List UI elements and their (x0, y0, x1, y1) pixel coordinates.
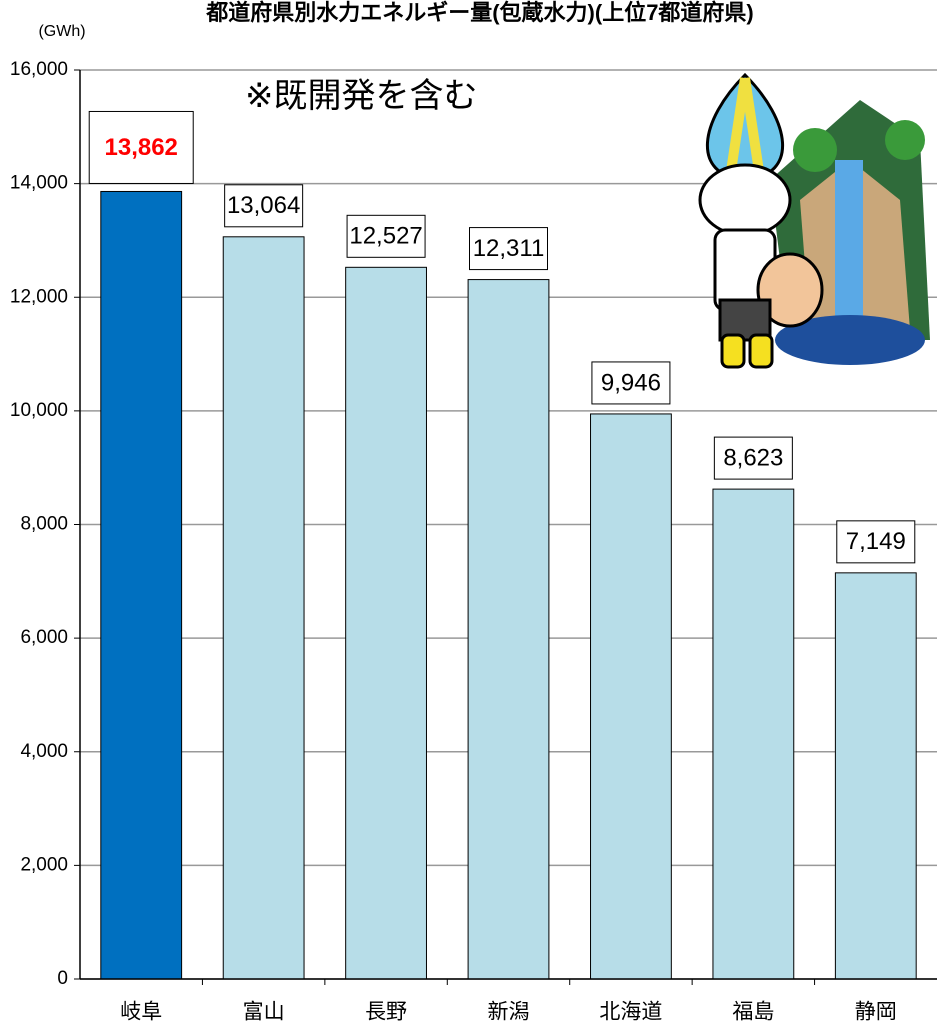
value-label: 12,527 (349, 223, 422, 250)
value-label-box (469, 227, 548, 271)
value-label: 7,149 (846, 528, 906, 555)
x-tick-label: 富山 (243, 1001, 285, 1024)
value-label: 12,311 (473, 235, 545, 262)
value-label-box (224, 184, 304, 228)
value-label-box (836, 520, 916, 564)
x-tick-label: 北海道 (599, 1001, 662, 1024)
value-label-box (346, 214, 426, 258)
y-tick-label: 2,000 (20, 854, 68, 875)
bar (345, 266, 427, 980)
bar (467, 279, 550, 980)
y-tick-label: 10,000 (10, 400, 68, 421)
value-label-box (591, 361, 671, 405)
y-tick-label: 4,000 (20, 741, 68, 762)
value-label-box (88, 110, 194, 184)
bar (590, 413, 672, 980)
value-label: 9,946 (601, 369, 661, 396)
value-label: 13,862 (105, 134, 178, 161)
bar (712, 488, 795, 980)
bar (834, 572, 917, 980)
y-tick-label: 0 (57, 968, 68, 989)
x-tick-label: 岐阜 (120, 1001, 162, 1024)
value-label: 8,623 (723, 444, 783, 471)
x-tick-label: 静岡 (855, 1001, 897, 1024)
bar (100, 190, 183, 980)
annotation: ※既開発を含む (245, 77, 478, 115)
value-label-box (713, 436, 793, 480)
y-tick-label: 12,000 (10, 286, 68, 307)
chart-title: 都道府県別水力エネルギー量(包蔵水力)(上位7都道府県) (205, 0, 754, 25)
y-tick-label: 8,000 (20, 514, 68, 535)
y-tick-label: 6,000 (20, 627, 68, 648)
y-tick-label: 14,000 (10, 173, 68, 194)
bar (222, 236, 305, 980)
value-label: 13,064 (227, 192, 300, 219)
x-tick-label: 新潟 (488, 1001, 530, 1024)
y-axis-label: (GWh) (38, 23, 85, 40)
mascot-illustration (698, 72, 930, 369)
x-tick-label: 長野 (365, 1001, 407, 1024)
y-tick-label: 16,000 (10, 59, 68, 80)
x-tick-label: 福島 (732, 1001, 774, 1024)
